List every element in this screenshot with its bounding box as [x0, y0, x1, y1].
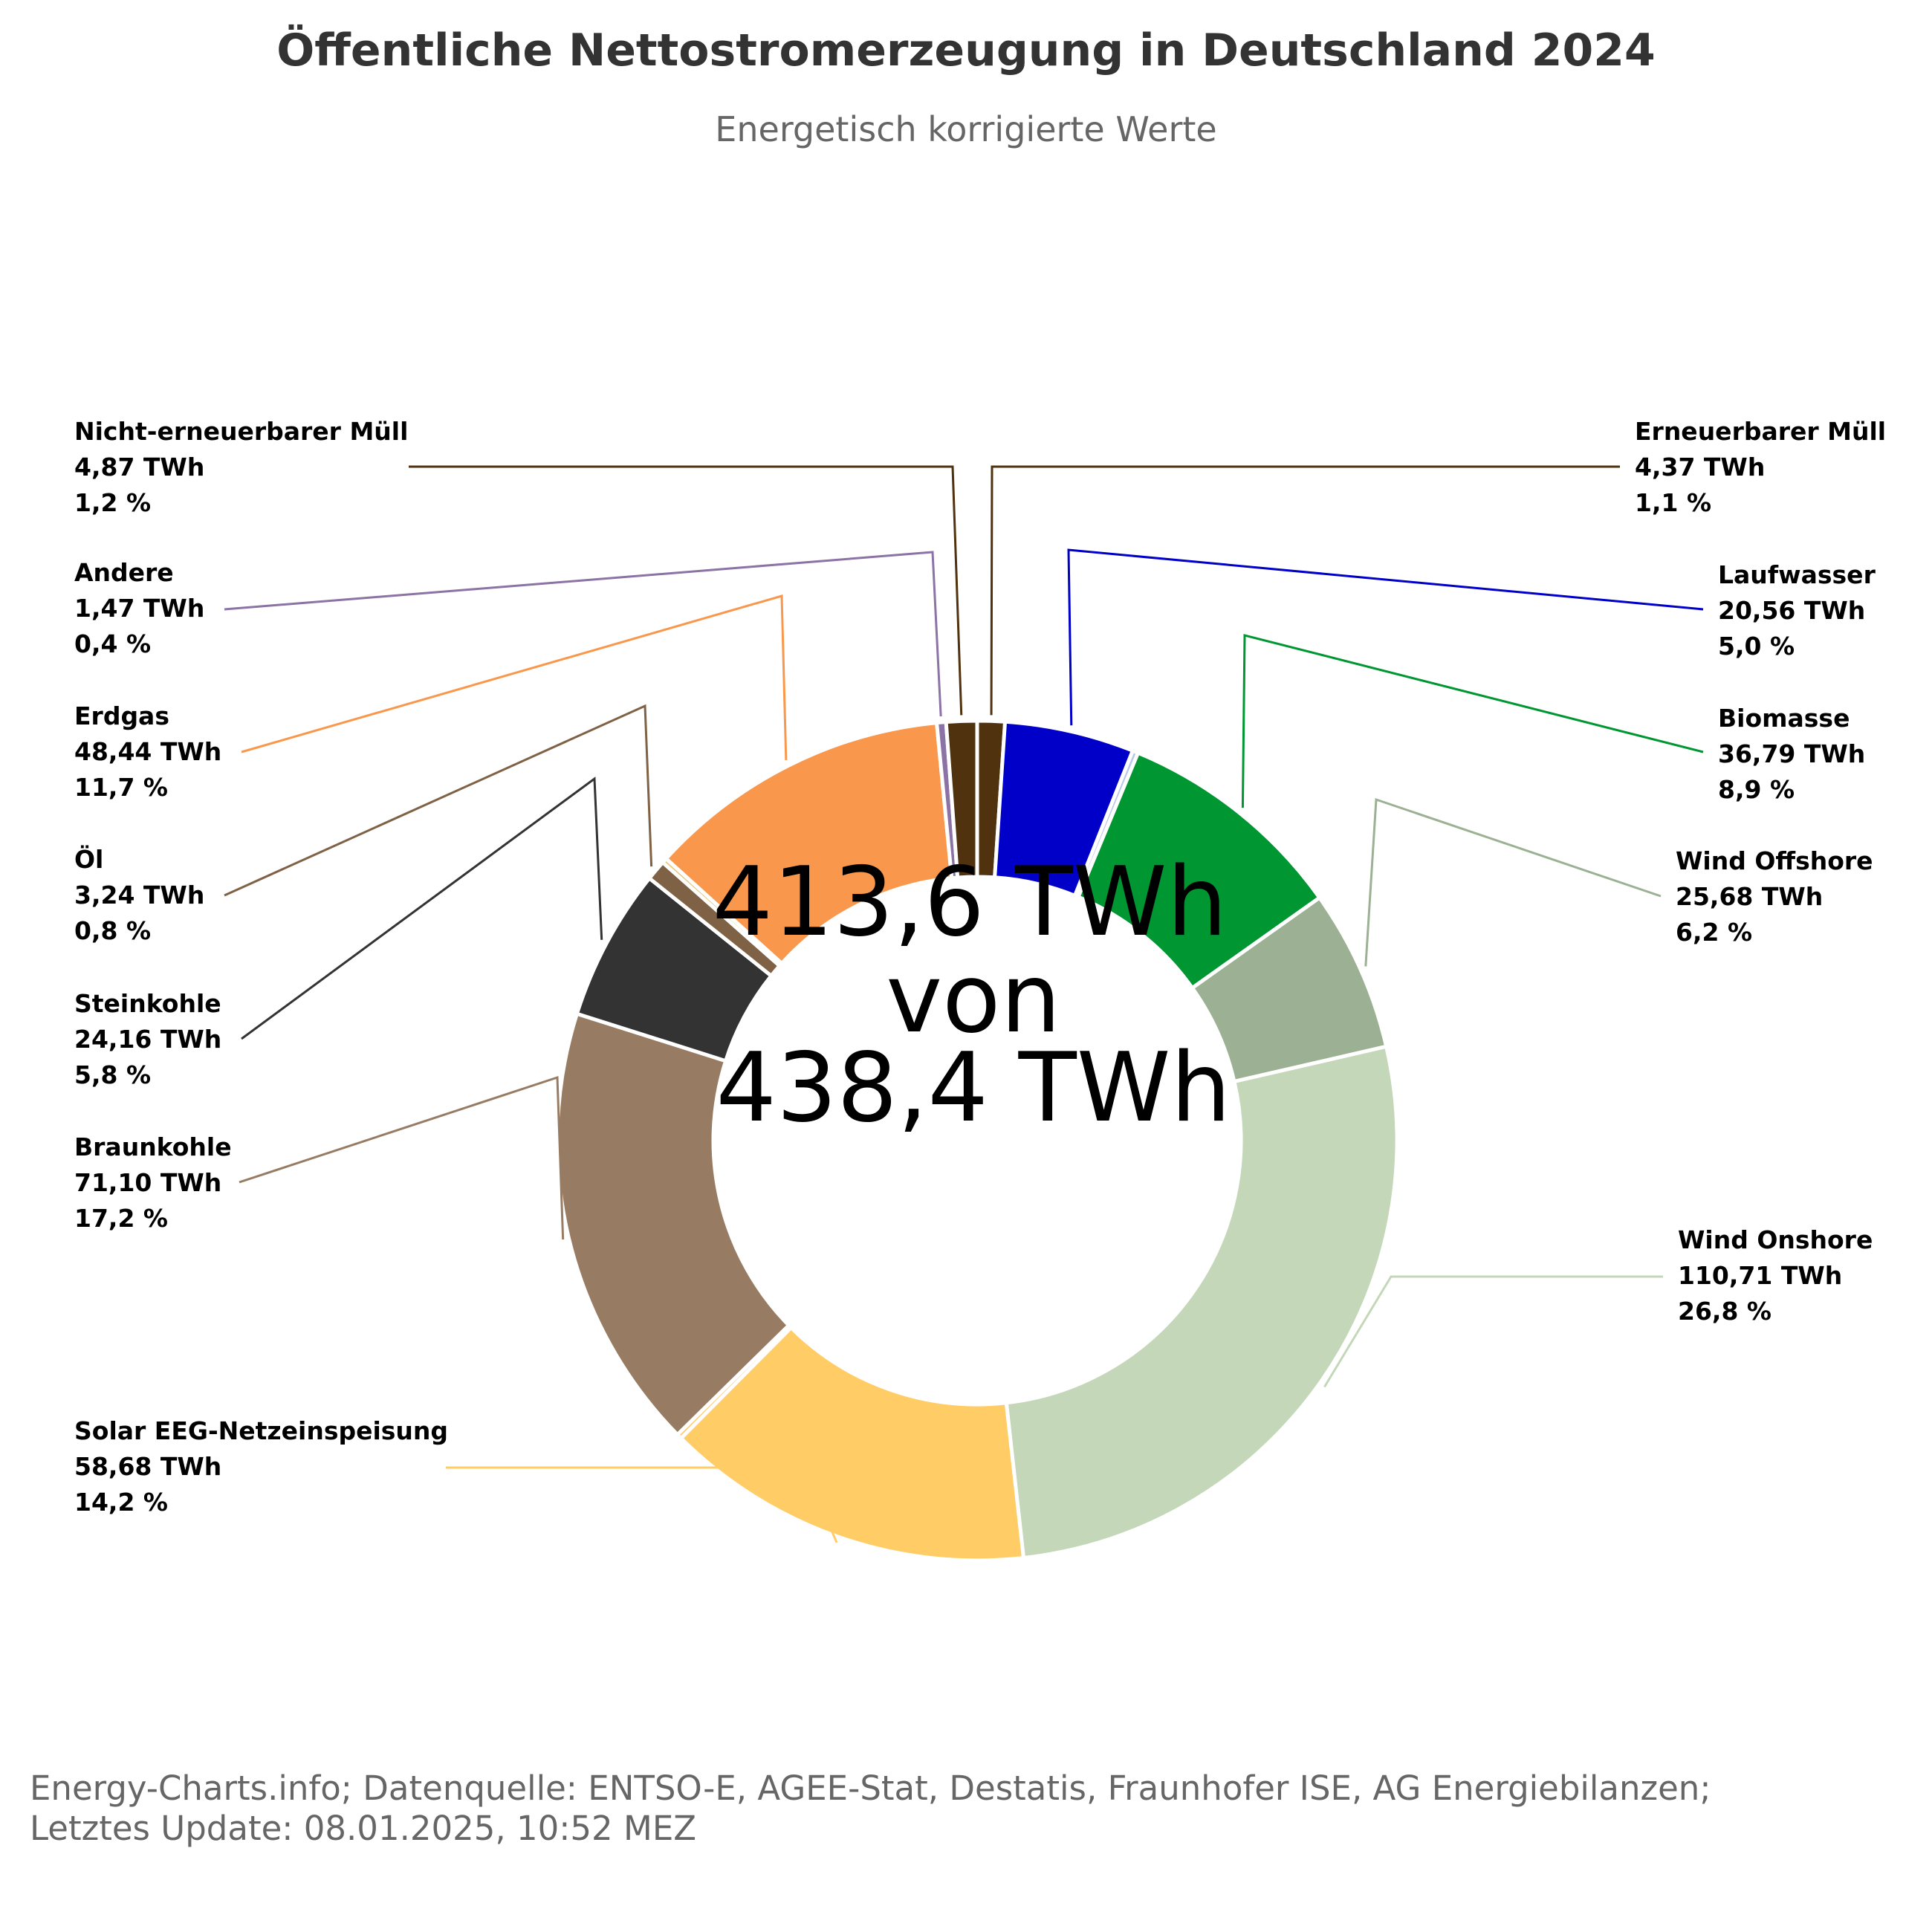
slice-label-value-braunkohle: 71,10 TWh: [74, 1168, 221, 1197]
slice-label-value-andere: 1,47 TWh: [74, 594, 204, 623]
slice-label-name-nicht-erneuerbarer-muell: Nicht-erneuerbarer Müll: [74, 417, 408, 446]
slice-label-percent-wind-onshore: 26,8 %: [1678, 1297, 1771, 1326]
slice-label-name-wind-onshore: Wind Onshore: [1678, 1225, 1873, 1254]
slice-label-percent-andere: 0,4 %: [74, 629, 151, 658]
slice-label-value-biomasse: 36,79 TWh: [1718, 739, 1865, 768]
leader-line-wind-onshore: [1323, 1275, 1663, 1388]
slice-label-value-solar-eeg-netzeinspeisung: 58,68 TWh: [74, 1452, 221, 1481]
slice-label-name-laufwasser: Laufwasser: [1718, 560, 1876, 589]
center-label-line-2: von: [886, 944, 1060, 1054]
leader-line-steinkohle: [241, 777, 603, 1040]
center-label-line-1: 413,6 TWh: [713, 847, 1228, 958]
slice-labels: Erneuerbarer Müll 4,37 TWh 1,1 % Laufwasser…: [74, 417, 1886, 1517]
credits-line-1: Energy-Charts.info; Datenquelle: ENTSO-E…: [30, 1769, 1711, 1808]
slice-label-name-biomasse: Biomasse: [1718, 704, 1850, 733]
slice-label-value-wind-offshore: 25,68 TWh: [1676, 882, 1823, 911]
slice-label-percent-solar-eeg-netzeinspeisung: 14,2 %: [74, 1488, 168, 1517]
slice-label-percent-steinkohle: 5,8 %: [74, 1060, 151, 1089]
slice-label-percent-braunkohle: 17,2 %: [74, 1204, 168, 1233]
leader-line-biomasse: [1241, 634, 1704, 808]
slice-label-percent-oel: 0,8 %: [74, 916, 151, 945]
slice-label-name-andere: Andere: [74, 558, 174, 587]
slice-label-value-nicht-erneuerbarer-muell: 4,87 TWh: [74, 453, 204, 482]
credits-line-2: Letztes Update: 08.01.2025, 10:52 MEZ: [30, 1809, 696, 1848]
center-label-line-3: 438,4 TWh: [716, 1033, 1231, 1144]
slice-label-name-oel: Öl: [74, 844, 103, 874]
chart-title: Öffentliche Nettostromerzeugung in Deuts…: [276, 24, 1655, 77]
leader-line-wind-offshore: [1364, 797, 1662, 967]
slice-label-value-steinkohle: 24,16 TWh: [74, 1025, 221, 1054]
center-label: 413,6 TWh von 438,4 TWh: [713, 847, 1231, 1144]
leader-line-braunkohle: [239, 1075, 565, 1240]
slice-braunkohle[interactable]: [555, 1011, 791, 1437]
slice-label-percent-nicht-erneuerbarer-muell: 1,2 %: [74, 488, 151, 517]
chart-subtitle: Energetisch korrigierte Werte: [715, 109, 1216, 149]
leader-line-oel: [224, 704, 653, 897]
slice-label-value-wind-onshore: 110,71 TWh: [1678, 1261, 1842, 1290]
leader-line-erneuerbarer-muell: [990, 465, 1620, 716]
slice-label-name-erneuerbarer-muell: Erneuerbarer Müll: [1635, 417, 1886, 446]
slice-wind-onshore[interactable]: [1004, 1044, 1399, 1560]
slice-nicht-erneuerbarer-muell[interactable]: [944, 719, 979, 880]
leader-line-andere: [224, 551, 942, 717]
slice-solar-eeg-netzeinspeisung[interactable]: [678, 1326, 1025, 1563]
slice-label-percent-biomasse: 8,9 %: [1718, 775, 1795, 804]
pie-slices: [555, 719, 1399, 1563]
slice-erdgas[interactable]: [664, 721, 954, 966]
label-leader-lines: [224, 465, 1704, 1543]
slice-label-percent-laufwasser: 5,0 %: [1718, 632, 1795, 661]
slice-label-name-erdgas: Erdgas: [74, 701, 169, 730]
slice-label-percent-erneuerbarer-muell: 1,1 %: [1635, 488, 1711, 517]
slice-label-value-erneuerbarer-muell: 4,37 TWh: [1635, 453, 1765, 482]
slice-label-name-braunkohle: Braunkohle: [74, 1132, 232, 1161]
slice-label-percent-wind-offshore: 6,2 %: [1676, 918, 1752, 947]
slice-label-value-oel: 3,24 TWh: [74, 881, 204, 910]
slice-label-name-wind-offshore: Wind Offshore: [1676, 846, 1873, 875]
slice-label-percent-erdgas: 11,7 %: [74, 773, 168, 802]
leader-line-nicht-erneuerbarer-muell: [409, 465, 963, 716]
slice-label-name-solar-eeg-netzeinspeisung: Solar EEG-Netzeinspeisung: [74, 1416, 448, 1445]
leader-line-erdgas: [241, 594, 788, 760]
slice-label-value-laufwasser: 20,56 TWh: [1718, 596, 1865, 625]
slice-label-name-steinkohle: Steinkohle: [74, 989, 221, 1018]
slice-label-value-erdgas: 48,44 TWh: [74, 737, 221, 766]
leader-line-laufwasser: [1067, 548, 1704, 726]
leader-line-solar-eeg-netzeinspeisung: [446, 1466, 838, 1543]
